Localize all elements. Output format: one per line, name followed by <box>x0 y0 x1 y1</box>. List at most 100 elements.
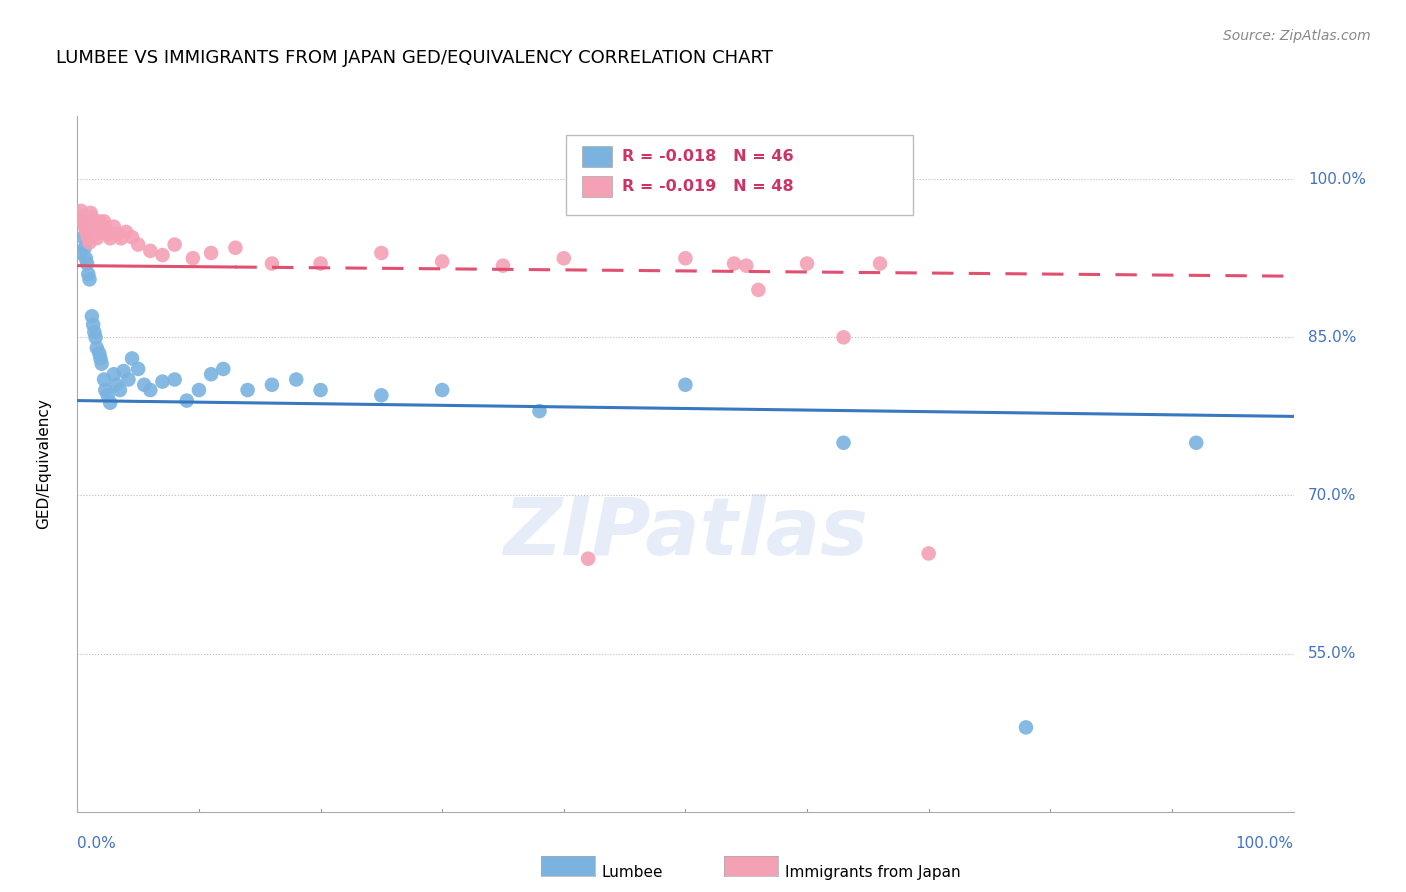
Point <box>430 254 453 268</box>
Point <box>77 267 100 281</box>
Text: Lumbee: Lumbee <box>602 865 664 880</box>
Point <box>73 241 96 255</box>
Point <box>93 214 115 228</box>
Point <box>110 231 132 245</box>
Point <box>723 256 745 270</box>
Point <box>675 252 697 266</box>
Point <box>796 256 818 270</box>
Point <box>918 546 941 560</box>
Point <box>73 219 96 233</box>
Point <box>675 377 697 392</box>
Point <box>260 256 283 270</box>
Point <box>80 310 103 324</box>
Point <box>260 377 283 392</box>
Point <box>121 351 143 366</box>
Point <box>309 256 332 270</box>
Text: 70.0%: 70.0% <box>1308 488 1357 503</box>
Point <box>76 256 98 270</box>
Point <box>70 203 93 218</box>
Point <box>163 237 186 252</box>
Point <box>188 383 211 397</box>
Point <box>72 214 94 228</box>
Point <box>236 383 259 397</box>
Point <box>94 383 117 397</box>
Point <box>117 372 139 386</box>
Point <box>309 383 332 397</box>
Point <box>90 225 112 239</box>
Text: 55.0%: 55.0% <box>1308 646 1357 661</box>
Point <box>83 325 105 339</box>
Point <box>553 252 575 266</box>
Text: R = -0.019   N = 48: R = -0.019 N = 48 <box>623 179 794 194</box>
Point <box>1185 435 1208 450</box>
Point <box>93 372 115 386</box>
Point <box>70 214 93 228</box>
Point <box>83 223 105 237</box>
Point <box>152 248 174 262</box>
Point <box>869 256 891 270</box>
Point <box>86 341 108 355</box>
Text: 85.0%: 85.0% <box>1308 330 1357 345</box>
Point <box>176 393 198 408</box>
Point <box>735 259 758 273</box>
Point <box>370 388 392 402</box>
Point <box>181 252 204 266</box>
Point <box>1015 720 1038 734</box>
Point <box>200 246 222 260</box>
Point <box>200 368 222 382</box>
Point <box>79 235 101 250</box>
Point <box>576 551 599 566</box>
Text: LUMBEE VS IMMIGRANTS FROM JAPAN GED/EQUIVALENCY CORRELATION CHART: LUMBEE VS IMMIGRANTS FROM JAPAN GED/EQUI… <box>56 49 773 67</box>
Point <box>97 227 120 241</box>
Point <box>103 219 125 234</box>
Point <box>70 246 93 260</box>
Point <box>70 209 93 223</box>
Point <box>80 210 103 224</box>
Text: GED/Equivalency: GED/Equivalency <box>35 399 51 529</box>
Point <box>163 372 186 386</box>
Point <box>127 237 149 252</box>
Point <box>134 377 156 392</box>
Point <box>86 231 108 245</box>
Text: Immigrants from Japan: Immigrants from Japan <box>785 865 960 880</box>
Point <box>77 231 100 245</box>
FancyBboxPatch shape <box>582 177 613 197</box>
Point <box>832 435 855 450</box>
Text: 100.0%: 100.0% <box>1236 836 1294 851</box>
Point <box>139 244 162 258</box>
Point <box>89 351 111 366</box>
Point <box>76 227 98 241</box>
Point <box>75 223 97 237</box>
Text: R = -0.018   N = 46: R = -0.018 N = 46 <box>623 149 794 164</box>
Text: 100.0%: 100.0% <box>1308 172 1367 186</box>
Point <box>98 395 121 409</box>
Point <box>79 272 101 286</box>
Point <box>832 330 855 344</box>
Point <box>82 217 104 231</box>
Point <box>94 220 117 235</box>
Point <box>747 283 769 297</box>
FancyBboxPatch shape <box>567 135 912 215</box>
Point <box>152 375 174 389</box>
Point <box>121 230 143 244</box>
Point <box>97 388 120 402</box>
Point <box>370 246 392 260</box>
Point <box>127 362 149 376</box>
Point <box>115 225 138 239</box>
Text: 0.0%: 0.0% <box>77 836 117 851</box>
Point <box>84 227 107 241</box>
Point <box>90 357 112 371</box>
Point <box>103 368 125 382</box>
FancyBboxPatch shape <box>582 146 613 167</box>
Text: Source: ZipAtlas.com: Source: ZipAtlas.com <box>1223 29 1371 43</box>
Point <box>430 383 453 397</box>
Text: ZIPatlas: ZIPatlas <box>503 494 868 573</box>
Point <box>105 377 128 392</box>
Point <box>72 230 94 244</box>
Point <box>107 227 129 241</box>
Point <box>139 383 162 397</box>
Point <box>492 259 515 273</box>
Point <box>82 318 104 332</box>
Point <box>84 330 107 344</box>
Point <box>224 241 246 255</box>
